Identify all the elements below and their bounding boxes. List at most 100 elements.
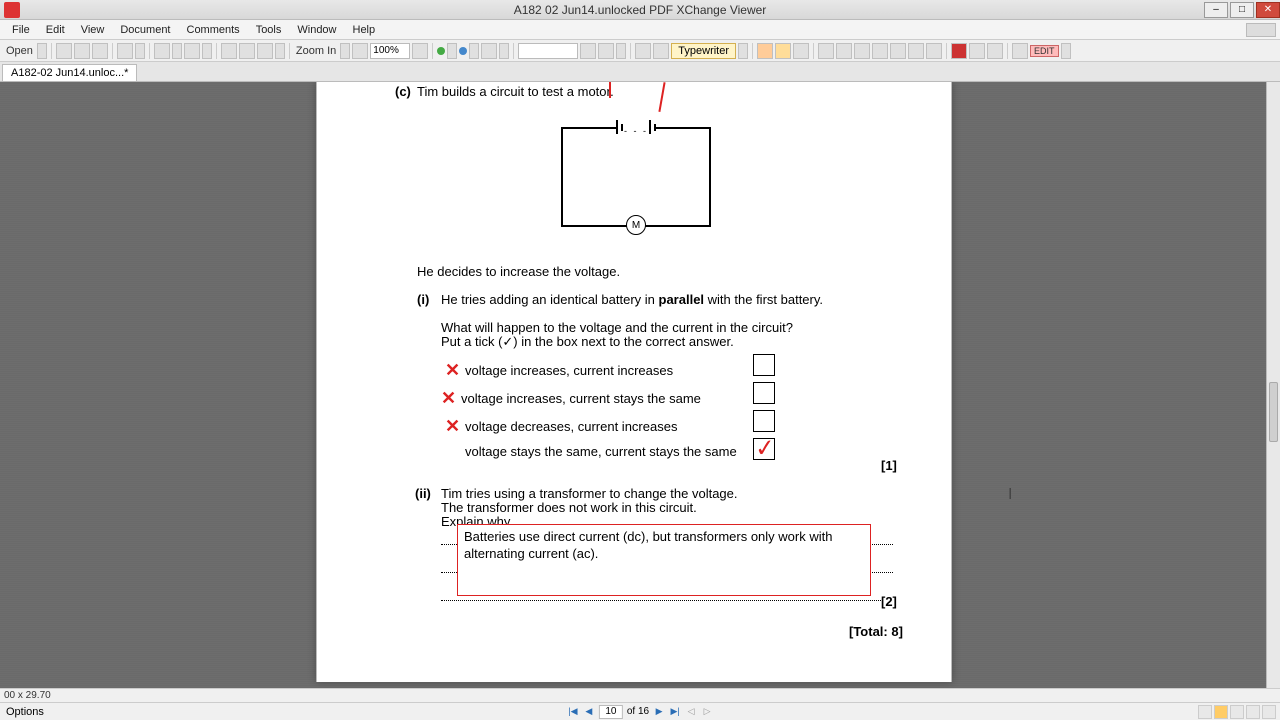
oval-icon[interactable] <box>872 43 888 59</box>
eraser-icon[interactable] <box>987 43 1003 59</box>
text-i-q1: What will happen to the voltage and the … <box>441 320 793 335</box>
minimize-button[interactable]: – <box>1204 2 1228 18</box>
note-icon[interactable] <box>775 43 791 59</box>
layout-continuous-icon[interactable] <box>1214 705 1228 719</box>
edit-dd[interactable] <box>1061 43 1071 59</box>
bottombar: Options |◀ ◀ 10 of 16 ▶ ▶| ◁ ▷ <box>0 702 1280 720</box>
find-next-icon[interactable] <box>598 43 614 59</box>
open-button[interactable]: Open <box>4 45 35 57</box>
pencil-icon[interactable] <box>969 43 985 59</box>
search-icon[interactable] <box>117 43 133 59</box>
prev-page-button[interactable]: ◀ <box>583 706 595 718</box>
text-c: Tim builds a circuit to test a motor. <box>417 84 614 99</box>
rotate-dd[interactable] <box>499 43 509 59</box>
find-prev-icon[interactable] <box>580 43 596 59</box>
nav-back-button[interactable]: ◁ <box>685 706 697 718</box>
layout-facing-icon[interactable] <box>1230 705 1244 719</box>
option-text-3: voltage stays the same, current stays th… <box>465 444 737 459</box>
menu-comments[interactable]: Comments <box>179 22 248 38</box>
undo-icon[interactable] <box>154 43 170 59</box>
checkbox-0[interactable] <box>753 354 775 376</box>
next-page-button[interactable]: ▶ <box>653 706 665 718</box>
dot-green[interactable] <box>437 47 445 55</box>
layout-single-icon[interactable] <box>1198 705 1212 719</box>
toolbar: Open Zoom In 100% Typewriter <box>0 40 1280 62</box>
titlebar: A182 02 Jun14.unlocked PDF XChange Viewe… <box>0 0 1280 20</box>
annotation-line-2 <box>658 82 665 112</box>
menu-help[interactable]: Help <box>345 22 384 38</box>
options-button[interactable]: Options <box>0 706 50 718</box>
print-icon[interactable] <box>74 43 90 59</box>
page-number-input[interactable]: 10 <box>599 705 623 719</box>
typewriter-button[interactable]: Typewriter <box>671 43 736 59</box>
scrollbar-vertical[interactable] <box>1266 82 1280 688</box>
dot-blue-dd[interactable] <box>469 43 479 59</box>
marker-ii: (ii) <box>415 486 431 501</box>
first-page-button[interactable]: |◀ <box>567 706 579 718</box>
option-row-0: ✕ voltage increases, current increases <box>445 360 673 381</box>
option-row-2: ✕ voltage decreases, current increases <box>445 416 677 437</box>
layout-book-icon[interactable] <box>1262 705 1276 719</box>
edit-badge[interactable]: EDIT <box>1030 45 1059 57</box>
app-icon <box>4 2 20 18</box>
typewriter-dd[interactable] <box>738 43 748 59</box>
pdf-page: (c) Tim builds a circuit to test a motor… <box>316 82 952 682</box>
save-icon[interactable] <box>56 43 72 59</box>
measure-icon[interactable] <box>1012 43 1028 59</box>
stamp-icon[interactable] <box>951 43 967 59</box>
dot-blue[interactable] <box>459 47 467 55</box>
scrollbar-thumb[interactable] <box>1269 382 1278 442</box>
mail-icon[interactable] <box>92 43 108 59</box>
select-icon[interactable] <box>653 43 669 59</box>
circuit-diagram: - - - M <box>561 112 711 227</box>
search-dd[interactable] <box>135 43 145 59</box>
polygon-icon[interactable] <box>908 43 924 59</box>
highlight-icon[interactable] <box>757 43 773 59</box>
close-button[interactable]: ✕ <box>1256 2 1280 18</box>
callout-icon[interactable] <box>793 43 809 59</box>
zoom-label[interactable]: Zoom In <box>294 45 338 57</box>
arrow-icon[interactable] <box>836 43 852 59</box>
option-row-1: ✕ voltage increases, current stays the s… <box>441 388 701 409</box>
copy-icon[interactable] <box>239 43 255 59</box>
find-dd[interactable] <box>616 43 626 59</box>
dot-green-dd[interactable] <box>447 43 457 59</box>
menu-view[interactable]: View <box>73 22 113 38</box>
menu-edit[interactable]: Edit <box>38 22 73 38</box>
marker-i: (i) <box>417 292 429 307</box>
checkbox-2[interactable] <box>753 410 775 432</box>
line-icon[interactable] <box>818 43 834 59</box>
nav-fwd-button[interactable]: ▷ <box>701 706 713 718</box>
checkbox-1[interactable] <box>753 382 775 404</box>
menu-document[interactable]: Document <box>112 22 178 38</box>
zoom-input[interactable]: 100% <box>370 43 410 59</box>
menu-window[interactable]: Window <box>289 22 344 38</box>
cb-dd[interactable] <box>275 43 285 59</box>
cloud-icon[interactable] <box>926 43 942 59</box>
layout-facing-cont-icon[interactable] <box>1246 705 1260 719</box>
menu-tools[interactable]: Tools <box>248 22 290 38</box>
polyline-icon[interactable] <box>890 43 906 59</box>
menu-file[interactable]: File <box>4 22 38 38</box>
snapshot-icon[interactable] <box>221 43 237 59</box>
zoom-dd[interactable] <box>340 43 350 59</box>
rect-icon[interactable] <box>854 43 870 59</box>
zoom-out-icon[interactable] <box>352 43 368 59</box>
text-ii2: The transformer does not work in this ci… <box>441 500 697 515</box>
maximize-button[interactable]: □ <box>1230 2 1254 18</box>
redo-dd[interactable] <box>202 43 212 59</box>
find-input[interactable] <box>518 43 578 59</box>
redo-icon[interactable] <box>184 43 200 59</box>
answer-text: Batteries use direct current (dc), but t… <box>464 529 832 561</box>
viewport[interactable]: (c) Tim builds a circuit to test a motor… <box>0 82 1280 688</box>
answer-textbox[interactable]: Batteries use direct current (dc), but t… <box>457 524 871 596</box>
last-page-button[interactable]: ▶| <box>669 706 681 718</box>
document-tab[interactable]: A182-02 Jun14.unloc...* <box>2 64 137 81</box>
open-dropdown[interactable] <box>37 43 47 59</box>
clipboard-icon[interactable] <box>257 43 273 59</box>
rotate-icon[interactable] <box>481 43 497 59</box>
hand-icon[interactable] <box>635 43 651 59</box>
status-coords: 00 x 29.70 <box>4 690 51 701</box>
undo-dd[interactable] <box>172 43 182 59</box>
zoom-in-icon[interactable] <box>412 43 428 59</box>
